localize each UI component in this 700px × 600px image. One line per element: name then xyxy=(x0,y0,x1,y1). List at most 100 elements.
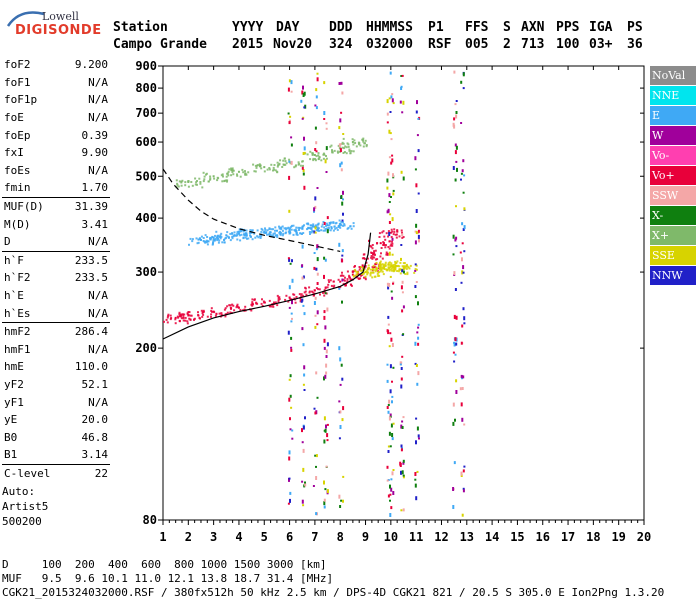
data-dot xyxy=(257,236,260,239)
noise-dot xyxy=(291,259,293,263)
header-label: S xyxy=(503,20,511,35)
header-value: 713 xyxy=(521,37,545,52)
data-dot xyxy=(284,160,287,163)
noise-dot xyxy=(389,484,391,489)
noise-dot xyxy=(454,103,457,106)
noise-dot xyxy=(400,85,403,88)
noise-dot xyxy=(326,439,329,442)
noise-dot xyxy=(341,278,344,282)
noise-dot xyxy=(312,485,315,487)
data-dot xyxy=(165,318,168,321)
data-dot xyxy=(284,227,287,230)
noise-dot xyxy=(391,471,394,476)
noise-dot xyxy=(323,501,326,506)
noise-dot xyxy=(387,404,390,406)
noise-dot xyxy=(316,310,319,315)
noise-dot xyxy=(288,378,291,381)
data-dot xyxy=(323,226,326,229)
data-dot xyxy=(360,274,362,277)
noise-dot xyxy=(415,110,418,114)
data-dot xyxy=(289,231,292,234)
data-dot xyxy=(268,167,271,169)
param-name: yF1 xyxy=(4,395,24,409)
muf-dashed-curve xyxy=(162,168,341,252)
data-dot xyxy=(219,237,222,240)
data-dot xyxy=(308,231,311,233)
data-dot xyxy=(214,314,217,317)
data-dot xyxy=(366,273,369,276)
noise-dot xyxy=(414,341,417,346)
data-dot xyxy=(260,230,263,233)
data-dot xyxy=(379,262,382,265)
data-dot xyxy=(338,146,341,149)
data-dot xyxy=(198,237,201,240)
noise-dot xyxy=(301,480,304,483)
data-dot xyxy=(373,256,376,259)
data-dot xyxy=(365,269,368,272)
data-dot xyxy=(298,229,300,231)
noise-dot xyxy=(455,337,458,342)
data-dot xyxy=(180,181,183,184)
noise-dot xyxy=(291,317,293,320)
data-dot xyxy=(278,227,281,230)
data-dot xyxy=(342,224,345,227)
noise-dot xyxy=(340,111,343,114)
noise-dot xyxy=(288,456,291,461)
data-dot xyxy=(166,316,169,319)
param-name: hmF1 xyxy=(4,342,31,356)
y-tick-label: 300 xyxy=(135,265,157,279)
data-dot xyxy=(414,268,417,270)
noise-dot xyxy=(392,192,395,196)
noise-dot xyxy=(390,138,393,141)
param-name: D xyxy=(4,235,11,249)
noise-dot xyxy=(454,143,457,147)
noise-dot xyxy=(338,242,341,247)
noise-dot xyxy=(389,111,392,113)
param-name: hmE xyxy=(4,360,24,374)
data-dot xyxy=(342,221,344,224)
data-dot xyxy=(349,283,352,286)
noise-dot xyxy=(391,433,394,437)
data-dot xyxy=(383,265,386,267)
data-dot xyxy=(311,153,314,156)
noise-dot xyxy=(453,341,456,344)
data-dot xyxy=(377,271,380,274)
data-dot xyxy=(342,137,345,140)
data-dot xyxy=(325,224,327,227)
data-dot xyxy=(184,181,187,184)
noise-dot xyxy=(459,387,462,391)
noise-dot xyxy=(415,496,418,501)
noise-dot xyxy=(341,377,344,381)
noise-dot xyxy=(342,475,345,478)
noise-dot xyxy=(324,159,327,164)
data-dot xyxy=(273,232,276,235)
data-dot xyxy=(266,168,269,171)
data-dot xyxy=(215,312,218,315)
data-dot xyxy=(323,294,326,297)
data-dot xyxy=(353,268,356,271)
data-dot xyxy=(175,179,178,182)
data-dot xyxy=(203,178,206,181)
noise-dot xyxy=(416,382,419,386)
noise-dot xyxy=(315,454,318,458)
data-dot xyxy=(372,253,375,256)
x-tick-label: 9 xyxy=(362,530,369,544)
noise-dot xyxy=(340,168,343,172)
legend-item: Vo+ xyxy=(650,166,696,185)
param-row: C-level 22 xyxy=(2,465,110,483)
data-dot xyxy=(373,251,375,254)
data-dot xyxy=(374,275,377,278)
noise-dot xyxy=(314,411,317,415)
electron-density-profile xyxy=(162,232,372,340)
data-dot xyxy=(211,310,213,313)
data-dot xyxy=(361,257,364,260)
noise-dot xyxy=(388,193,391,198)
data-dot xyxy=(317,154,320,157)
noise-dot xyxy=(392,422,395,425)
data-dot xyxy=(245,173,248,176)
noise-dot xyxy=(342,406,345,411)
data-dot xyxy=(245,229,248,232)
noise-dot xyxy=(454,288,457,291)
data-dot xyxy=(314,224,317,227)
x-tick-label: 7 xyxy=(311,530,318,544)
